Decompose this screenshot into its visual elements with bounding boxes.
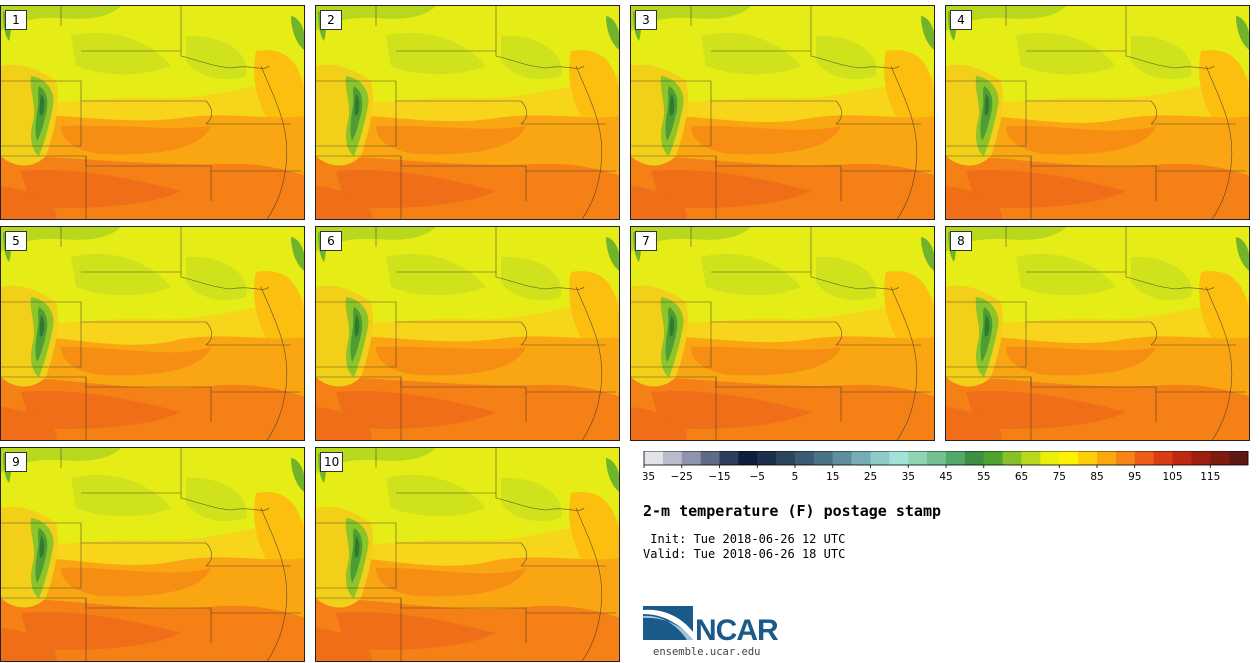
- ensemble-panel-9: 9: [0, 447, 305, 662]
- colorbar-bin: [700, 451, 720, 465]
- colorbar: −35 −25 −15 −5 5 15 25 35 45 55 65 75 85 95 105 115: [643, 451, 1249, 483]
- colorbar-tick-label: 95: [1128, 471, 1141, 483]
- temperature-map: [631, 6, 934, 219]
- panel-number: 7: [635, 231, 657, 251]
- colorbar-tick-label: −35: [643, 471, 655, 483]
- colorbar-bin: [1134, 451, 1154, 465]
- panel-number: 1: [5, 10, 27, 30]
- colorbar-bin: [964, 451, 985, 465]
- valid-time: Valid: Tue 2018-06-26 18 UTC: [643, 547, 846, 561]
- panel-number: 9: [5, 452, 27, 472]
- colorbar-bin: [1002, 451, 1022, 465]
- colorbar-bin: [889, 451, 909, 465]
- temperature-map: [1, 6, 304, 219]
- colorbar-bin: [757, 451, 777, 465]
- init-time: Init: Tue 2018-06-26 12 UTC: [643, 532, 846, 546]
- colorbar-bin: [983, 451, 1003, 465]
- colorbar-bin: [1040, 451, 1060, 465]
- logo-url: ensemble.ucar.edu: [653, 646, 761, 658]
- temperature-map: [946, 6, 1249, 219]
- colorbar-bin: [681, 451, 701, 465]
- colorbar-tick-label: 45: [939, 471, 952, 483]
- panel-number: 3: [635, 10, 657, 30]
- ensemble-panel-4: 4: [945, 5, 1250, 220]
- colorbar-tick-label: 105: [1162, 471, 1182, 483]
- colorbar-bin: [1097, 451, 1117, 465]
- panel-number: 4: [950, 10, 972, 30]
- colorbar-bin: [832, 451, 852, 465]
- ensemble-panel-3: 3: [630, 5, 935, 220]
- ensemble-panel-10: 10: [315, 447, 620, 662]
- panel-number: 8: [950, 231, 972, 251]
- colorbar-bin: [908, 451, 928, 465]
- temperature-map: [946, 227, 1249, 440]
- colorbar-tick-label: 35: [902, 471, 915, 483]
- colorbar-bin: [870, 451, 890, 465]
- colorbar-bin: [1210, 451, 1230, 465]
- colorbar-bin: [851, 451, 871, 465]
- temperature-map: [316, 448, 619, 661]
- colorbar-bin: [795, 451, 815, 465]
- temperature-map: [316, 6, 619, 219]
- colorbar-tick-label: 85: [1090, 471, 1103, 483]
- colorbar-tick-label: −5: [750, 471, 765, 483]
- colorbar-tick-label: 115: [1200, 471, 1220, 483]
- colorbar-bin: [927, 451, 947, 465]
- colorbar-bin: [1172, 451, 1192, 465]
- colorbar-bin: [644, 451, 664, 465]
- logo-text: NCAR: [695, 614, 779, 647]
- colorbar-bin: [813, 451, 834, 465]
- panel-number: 10: [320, 452, 344, 472]
- colorbar-tick-label: −15: [708, 471, 730, 483]
- colorbar-bin: [719, 451, 739, 465]
- ensemble-panel-7: 7: [630, 226, 935, 441]
- colorbar-tick-label: −25: [671, 471, 693, 483]
- colorbar-bin: [1059, 451, 1079, 465]
- ensemble-panel-1: 1: [0, 5, 305, 220]
- ncar-logo: NCAR ensemble.ucar.edu: [643, 606, 803, 658]
- temperature-map: [316, 227, 619, 440]
- ensemble-panel-5: 5: [0, 226, 305, 441]
- colorbar-tick-label: 75: [1053, 471, 1066, 483]
- colorbar-tick-label: 25: [864, 471, 877, 483]
- colorbar-tick-label: 55: [977, 471, 990, 483]
- colorbar-bin: [1153, 451, 1173, 465]
- ensemble-panel-6: 6: [315, 226, 620, 441]
- colorbar-bin: [662, 451, 683, 465]
- panel-number: 6: [320, 231, 342, 251]
- colorbar-bin: [1115, 451, 1136, 465]
- panel-number: 2: [320, 10, 342, 30]
- panel-number: 5: [5, 231, 27, 251]
- colorbar-bin: [1078, 451, 1098, 465]
- colorbar-tick-label: 15: [826, 471, 839, 483]
- colorbar-bin: [1229, 451, 1249, 465]
- colorbar-bin: [1021, 451, 1041, 465]
- colorbar-tick-label: 65: [1015, 471, 1028, 483]
- colorbar-bin: [738, 451, 758, 465]
- colorbar-bin: [946, 451, 966, 465]
- colorbar-bin: [776, 451, 796, 465]
- ensemble-panel-2: 2: [315, 5, 620, 220]
- colorbar-tick-label: 5: [792, 471, 799, 483]
- temperature-map: [1, 227, 304, 440]
- figure-title: 2-m temperature (F) postage stamp: [643, 502, 942, 520]
- ensemble-panel-8: 8: [945, 226, 1250, 441]
- ncar-swoosh-icon: [643, 606, 693, 640]
- temperature-map: [1, 448, 304, 661]
- colorbar-bin: [1191, 451, 1211, 465]
- temperature-map: [631, 227, 934, 440]
